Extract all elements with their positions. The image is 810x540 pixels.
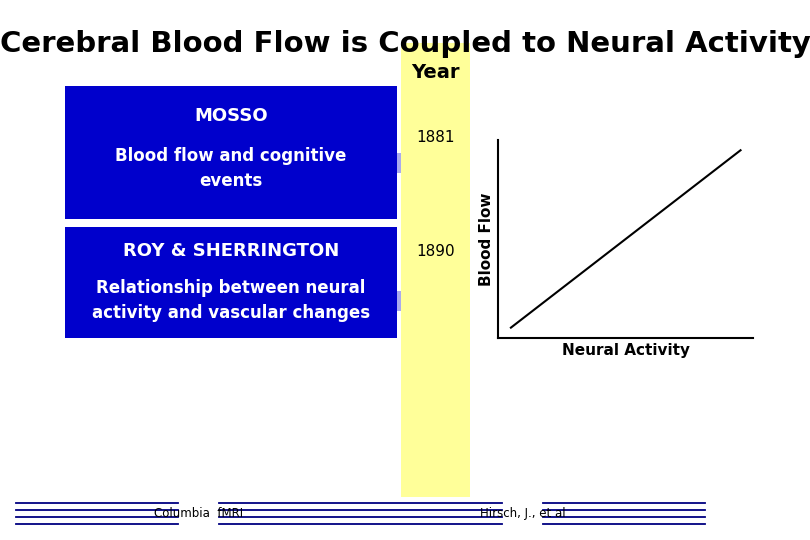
- Bar: [397, 153, 401, 173]
- Text: Columbia  fMRI: Columbia fMRI: [154, 507, 243, 520]
- Y-axis label: Blood Flow: Blood Flow: [479, 192, 494, 286]
- Bar: [65, 86, 397, 219]
- Text: 1890: 1890: [416, 244, 454, 259]
- X-axis label: Neural Activity: Neural Activity: [561, 343, 690, 358]
- Bar: [401, 43, 470, 497]
- Bar: [397, 291, 401, 310]
- Text: Year: Year: [411, 63, 459, 83]
- Bar: [65, 227, 397, 338]
- Text: Cerebral Blood Flow is Coupled to Neural Activity: Cerebral Blood Flow is Coupled to Neural…: [0, 30, 810, 58]
- Text: Blood flow and cognitive
events: Blood flow and cognitive events: [115, 147, 347, 190]
- Text: Hirsch, J., et al: Hirsch, J., et al: [480, 507, 565, 520]
- Text: Relationship between neural
activity and vascular changes: Relationship between neural activity and…: [92, 280, 370, 322]
- Text: ROY & SHERRINGTON: ROY & SHERRINGTON: [123, 242, 339, 260]
- Text: MOSSO: MOSSO: [194, 106, 267, 125]
- Text: 1881: 1881: [416, 130, 454, 145]
